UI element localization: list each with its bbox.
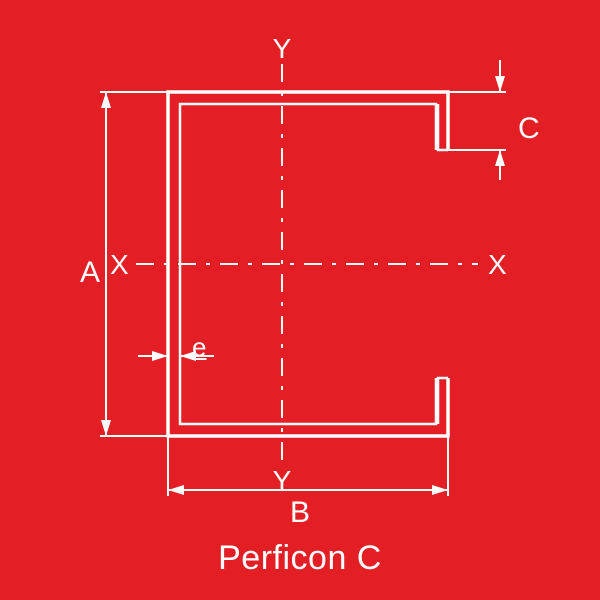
arrow-up bbox=[495, 150, 505, 166]
dim-label-e: e bbox=[192, 332, 206, 363]
dim-label-A: A bbox=[80, 256, 100, 290]
axis-label-X-left: X bbox=[110, 249, 129, 281]
arrow-left bbox=[168, 485, 184, 495]
arrow-down bbox=[101, 420, 111, 436]
arrow-right bbox=[432, 485, 448, 495]
axis-label-X-right: X bbox=[488, 249, 507, 281]
arrow-up bbox=[101, 92, 111, 108]
diagram-title: Perficon C bbox=[0, 539, 600, 578]
arrow-down bbox=[495, 76, 505, 92]
dim-label-C: C bbox=[518, 112, 540, 146]
axis-label-Y-top: Y bbox=[242, 33, 322, 65]
axis-label-Y-bottom: Y bbox=[242, 465, 322, 497]
dim-label-B: B bbox=[260, 496, 340, 530]
arrow-right bbox=[152, 351, 168, 361]
